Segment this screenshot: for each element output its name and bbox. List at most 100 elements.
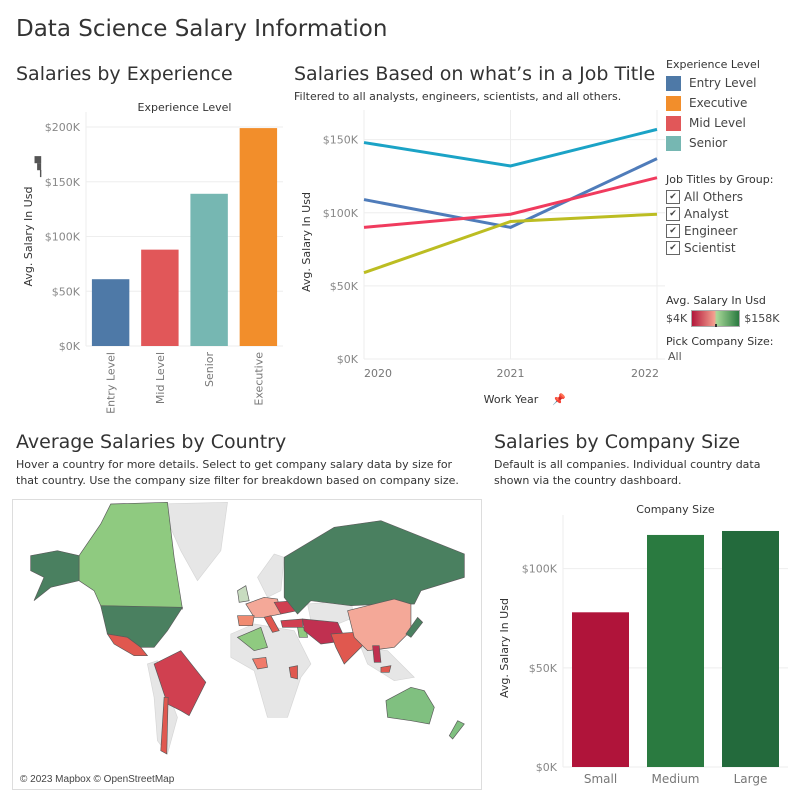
- map-australia: [385, 686, 435, 725]
- dashboard-title: Data Science Salary Information: [16, 16, 388, 42]
- map-southeast-asia: [360, 646, 415, 682]
- company-chart-title: Salaries by Company Size: [494, 431, 741, 453]
- legend-panel: Experience Level Entry Level Executive Mid…: [666, 58, 800, 363]
- legend-title: Experience Level: [666, 58, 760, 71]
- map-west-europe: [245, 596, 282, 618]
- job-filter-title: Job Titles by Group:: [666, 173, 774, 186]
- experience-chart-header: Experience Level: [137, 101, 232, 114]
- map-turkey: [280, 618, 303, 628]
- map-algeria: [236, 626, 268, 652]
- company-chart-description: Default is all companies. Individual cou…: [494, 458, 761, 487]
- y-tick-label: $0K: [337, 353, 359, 366]
- job-filter-label: All Others: [684, 189, 744, 204]
- y-tick-label: $0K: [536, 761, 558, 774]
- legend-swatch: [666, 95, 681, 111]
- y-tick-label: $0K: [59, 340, 81, 353]
- map-uk: [237, 585, 250, 603]
- x-tick-label: Small: [584, 772, 617, 786]
- job-filter-label: Engineer: [684, 223, 738, 238]
- bar-executive: [239, 128, 278, 346]
- legend-item[interactable]: Entry Level: [666, 73, 800, 93]
- map-scandinavia: [257, 553, 285, 598]
- experience-bar-chart: $0K $50K $100K $150K $200K Entry Level Mid Lev…: [22, 112, 283, 414]
- x-tick-label: Medium: [652, 772, 700, 786]
- map-russia: [283, 520, 465, 615]
- color-scale-legend: $4K $158K: [666, 310, 800, 327]
- legend-item[interactable]: Senior: [666, 133, 800, 153]
- map-canada: [78, 501, 183, 610]
- sort-icon[interactable]: ▁▃▅: [32, 155, 42, 178]
- legend-label: Senior: [689, 136, 728, 150]
- y-axis-title: Avg. Salary In Usd: [498, 598, 511, 698]
- checkbox-icon[interactable]: ✔: [666, 206, 680, 221]
- map-canvas[interactable]: [13, 500, 481, 789]
- job-title-chart-title: Salaries Based on what’s in a Job Title: [294, 63, 656, 85]
- bar-mid-level: [141, 249, 179, 346]
- job-filter-label: Analyst: [684, 206, 729, 221]
- map-title: Average Salaries by Country: [16, 431, 287, 453]
- job-filter-option[interactable]: ✔ Scientist: [666, 239, 800, 256]
- map-attribution[interactable]: © 2023 Mapbox © OpenStreetMap: [17, 774, 178, 785]
- x-tick-label: 2020: [364, 367, 392, 380]
- job-title-line-chart: $0K $50K $100K $150K 2020 2021 2022 Work Year 📌 A…: [300, 110, 665, 406]
- job-title-chart-subtitle: Filtered to all analysts, engineers, sci…: [294, 90, 622, 103]
- company-size-bar-chart: $0K $50K $100K Small Medium Large Avg. Salary …: [498, 515, 788, 786]
- job-filter-option[interactable]: ✔ All Others: [666, 188, 800, 205]
- company-size-dropdown[interactable]: All: [668, 350, 682, 363]
- map-spain: [237, 615, 255, 626]
- line-series-2: [363, 157, 658, 229]
- checkbox-icon[interactable]: ✔: [666, 240, 680, 255]
- checkbox-icon[interactable]: ✔: [666, 189, 680, 204]
- map-new-zealand: [448, 720, 465, 740]
- map-chile: [160, 697, 169, 755]
- job-filter-option[interactable]: ✔ Engineer: [666, 222, 800, 239]
- color-scale-max: $158K: [744, 312, 780, 325]
- legend-swatch: [666, 75, 681, 91]
- world-map[interactable]: © 2023 Mapbox © OpenStreetMap: [12, 499, 482, 790]
- y-tick-label: $100K: [323, 207, 359, 220]
- job-filter-option[interactable]: ✔ Analyst: [666, 205, 800, 222]
- color-scale-bar: [691, 310, 741, 327]
- y-tick-label: $50K: [330, 280, 359, 293]
- legend-label: Executive: [689, 96, 748, 110]
- x-tick-label: 2022: [631, 367, 659, 380]
- bar-entry-level: [91, 279, 130, 346]
- map-india: [330, 631, 364, 665]
- color-scale-min: $4K: [666, 312, 688, 325]
- map-indonesia: [380, 665, 392, 673]
- color-scale-title: Avg. Salary In Usd: [666, 294, 766, 307]
- legend-swatch: [666, 135, 681, 151]
- x-tick-label: Large: [734, 772, 768, 786]
- legend-label: Mid Level: [689, 116, 746, 130]
- y-axis-title: Avg. Salary In Usd: [22, 187, 35, 287]
- experience-chart-title: Salaries by Experience: [16, 63, 233, 85]
- y-tick-label: $150K: [323, 134, 359, 147]
- y-tick-label: $200K: [45, 121, 81, 134]
- y-tick-label: $50K: [529, 662, 558, 675]
- legend-item[interactable]: Executive: [666, 93, 800, 113]
- map-description: Hover a country for more details. Select…: [16, 458, 459, 487]
- bar-large: [722, 530, 779, 767]
- y-tick-label: $50K: [52, 285, 81, 298]
- map-mexico: [106, 633, 149, 656]
- line-series-1: [363, 127, 658, 168]
- map-kenya: [288, 665, 298, 680]
- legend-item[interactable]: Mid Level: [666, 113, 800, 133]
- legend-label: Entry Level: [689, 76, 757, 90]
- map-italy: [263, 615, 280, 633]
- x-tick-label: 2021: [497, 367, 525, 380]
- map-china: [347, 598, 412, 652]
- bar-senior: [190, 193, 228, 346]
- line-series-3: [363, 176, 658, 229]
- x-axis-title: Work Year: [484, 393, 539, 406]
- bar-small: [572, 612, 629, 767]
- checkbox-icon[interactable]: ✔: [666, 223, 680, 238]
- pin-icon: 📌: [552, 392, 566, 406]
- x-tick-label: Executive: [252, 352, 265, 406]
- bar-medium: [647, 534, 704, 767]
- map-vietnam: [372, 645, 382, 663]
- map-nigeria: [251, 656, 268, 670]
- x-tick-label: Mid Level: [154, 352, 167, 404]
- x-tick-label: Entry Level: [105, 352, 118, 414]
- y-tick-label: $100K: [522, 563, 558, 576]
